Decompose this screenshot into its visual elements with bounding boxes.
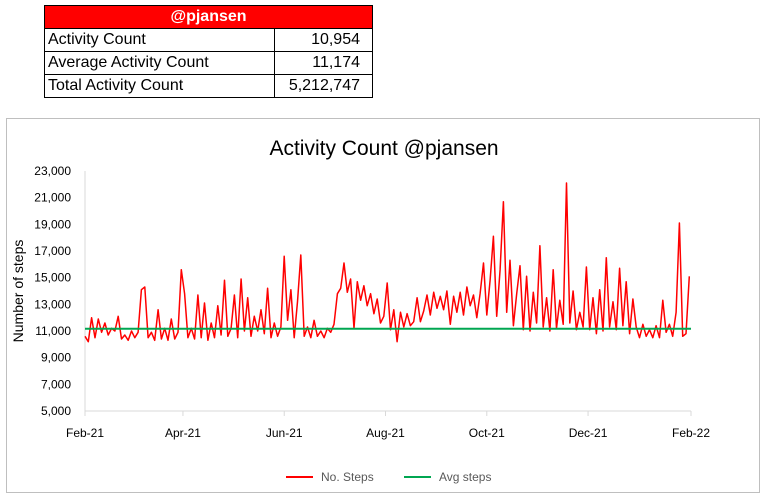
y-tick-label: 15,000 [34, 271, 71, 285]
steps-series-line [84, 182, 691, 343]
x-tick-label: Aug-21 [366, 426, 405, 440]
legend-label-steps: No. Steps [321, 470, 374, 484]
summary-row: Total Activity Count 5,212,747 [44, 74, 373, 98]
summary-table: @pjansen Activity Count 10,954 Average A… [44, 5, 373, 98]
y-tick-label: 7,000 [41, 377, 71, 391]
x-tick-label: Apr-21 [165, 426, 201, 440]
x-tick-label: Feb-22 [672, 426, 710, 440]
x-tick-label: Dec-21 [569, 426, 608, 440]
summary-value: 5,212,747 [274, 74, 373, 98]
legend: No. Steps Avg steps [286, 470, 491, 484]
summary-row: Average Activity Count 11,174 [44, 51, 373, 75]
y-tick-label: 11,000 [35, 324, 71, 338]
y-tick-label: 21,000 [34, 191, 71, 205]
x-tick-label: Feb-21 [66, 426, 104, 440]
chart-container: Activity Count @pjansen Number of steps … [6, 118, 760, 493]
summary-label: Average Activity Count [44, 51, 275, 75]
y-axis-label: Number of steps [10, 240, 26, 343]
y-tick-label: 17,000 [34, 244, 71, 258]
summary-row: Activity Count 10,954 [44, 28, 373, 52]
legend-label-avg: Avg steps [439, 470, 491, 484]
y-tick-label: 23,000 [34, 164, 71, 178]
chart-title: Activity Count @pjansen [269, 137, 498, 160]
y-tick-label: 9,000 [41, 351, 71, 365]
summary-label: Total Activity Count [44, 74, 275, 98]
y-tick-label: 19,000 [34, 217, 71, 231]
summary-header: @pjansen [44, 5, 373, 29]
summary-value: 10,954 [274, 28, 373, 52]
x-tick-label: Jun-21 [266, 426, 303, 440]
x-tick-label: Oct-21 [469, 426, 505, 440]
y-tick-label: 5,000 [41, 404, 71, 418]
summary-header-row: @pjansen [44, 5, 373, 29]
x-axis: Feb-21 Apr-21 Jun-21 Aug-21 Oct-21 Dec-21 Feb-… [66, 410, 710, 440]
y-tick-label: 13,000 [34, 297, 71, 311]
y-axis: 5,000 7,000 9,000 11,000 13,000 15,000 17,000 1… [34, 164, 86, 418]
plot-area [84, 182, 691, 343]
